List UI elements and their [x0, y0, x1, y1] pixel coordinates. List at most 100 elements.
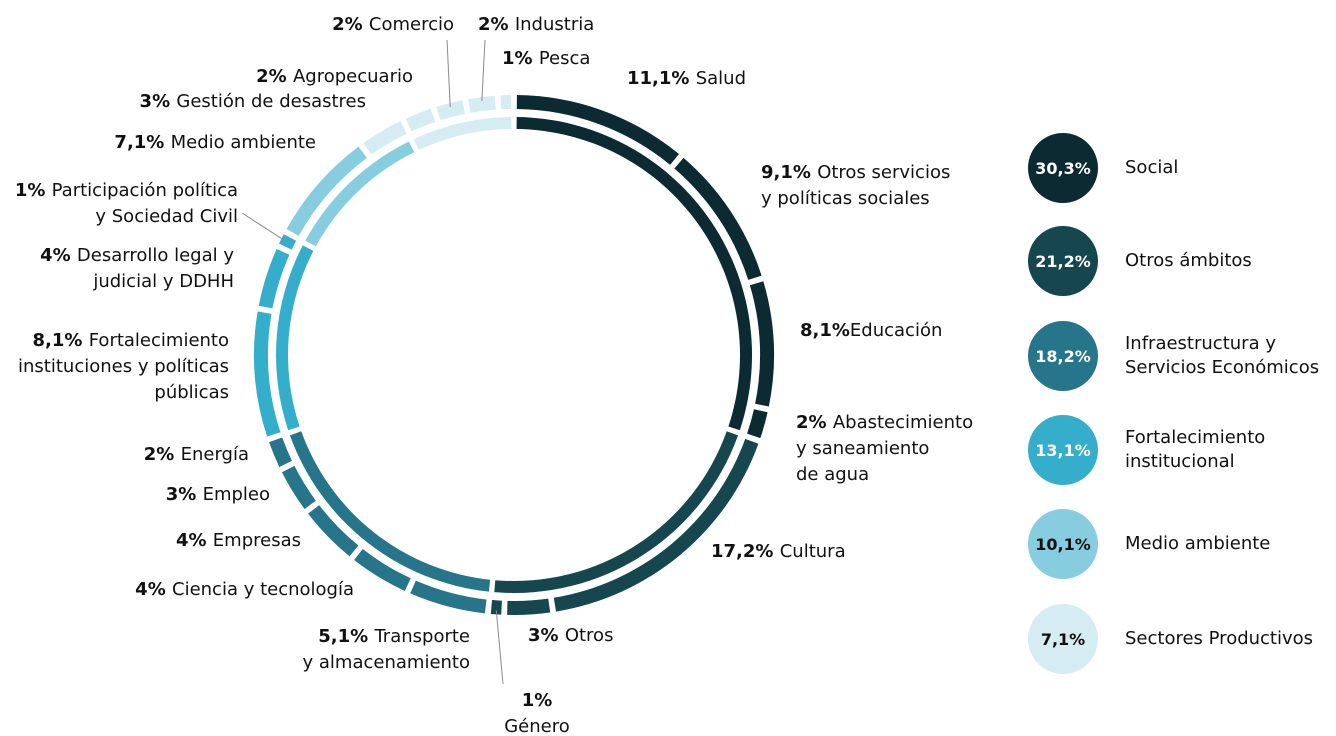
slice-label: 3% Empleo — [166, 484, 270, 505]
slice-pct: 2% — [256, 66, 293, 87]
outer-ring-slice — [436, 100, 466, 121]
slice-name-line: públicas — [154, 382, 229, 403]
slice-name: Cultura — [780, 541, 846, 562]
outer-ring-slice — [354, 548, 411, 591]
slice-label: 11,1% Salud — [627, 68, 746, 89]
legend-label: Fortalecimiento institucional — [1125, 427, 1266, 472]
outer-ring-slice — [490, 600, 502, 615]
slice-pct: 2% — [332, 14, 369, 35]
inner-ring-slice — [413, 117, 512, 151]
slice-name: Otros — [565, 625, 614, 646]
slice-name-line: judicial y DDHH — [92, 271, 234, 292]
legend-item-sectores-productivos: 7,1% Sectores Productivos — [1028, 604, 1336, 684]
slice-name-line: de agua — [796, 464, 869, 485]
outer-ring-slice — [500, 95, 512, 110]
slice-name: Gestión de desastres — [176, 91, 366, 112]
slice-name: Ciencia y tecnología — [172, 579, 354, 600]
legend-item-medio-ambiente: 10,1% Medio ambiente — [1028, 509, 1336, 589]
slice-pct: 4% — [40, 245, 77, 266]
slice-pct: 1% — [502, 48, 539, 69]
slice-pct: 5,1% — [318, 626, 374, 647]
slice-name-line: y saneamiento — [796, 438, 929, 459]
slice-label: 8,1% Fortalecimiento instituciones y polí… — [18, 330, 229, 403]
outer-ring-slice — [269, 437, 292, 467]
outer-ring-slice — [308, 505, 359, 557]
leader-line — [446, 39, 451, 108]
slice-name: Otros servicios — [817, 162, 950, 183]
legend-label: Otros ámbitos — [1125, 250, 1252, 271]
leader-line — [241, 212, 286, 242]
slice-pct: 2% — [796, 412, 833, 433]
slice-name-line: y políticas sociales — [761, 188, 930, 209]
slice-pct: 2% — [478, 14, 515, 35]
slice-label: 2% Abastecimiento y saneamiento de agua — [796, 412, 973, 485]
leader-line — [481, 39, 486, 102]
slice-name: Desarrollo legal y — [77, 245, 234, 266]
slice-label: 2% Agropecuario — [256, 66, 413, 87]
legend-label: Sectores Productivos — [1125, 628, 1314, 649]
outer-ring-slice — [516, 95, 679, 165]
outer-ring-slice — [410, 580, 487, 614]
slice-label: 7,1% Medio ambiente — [114, 132, 316, 153]
inner-ring-slice — [305, 141, 415, 247]
inner-ring-slice — [494, 431, 739, 594]
slice-name: Fortalecimiento — [89, 330, 229, 351]
slice-name: Salud — [696, 68, 746, 89]
slice-pct: 4% — [176, 530, 213, 551]
slice-name: Medio ambiente — [171, 132, 316, 153]
legend-swatch: 18,2% — [1028, 321, 1098, 391]
outer-ring-slice — [553, 438, 759, 612]
legend-label: Social — [1125, 157, 1179, 178]
slice-pct: 11,1% — [627, 68, 696, 89]
slice-label: 1% Participación política y Sociedad Civi… — [15, 180, 238, 227]
outer-ring-slice — [281, 465, 316, 510]
slice-pct: 1% — [522, 690, 553, 711]
slice-label: 2% Industria — [478, 14, 594, 35]
slice-label: 17,2% Cultura — [711, 541, 846, 562]
slice-name: Empleo — [203, 484, 270, 505]
slice-name: Energía — [181, 444, 249, 465]
legend-item-infraestructura: 18,2% Infraestructura y Servicios Económ… — [1028, 321, 1336, 401]
slice-name: Transporte — [373, 626, 470, 647]
outer-ring-slice — [279, 234, 297, 250]
outer-ring-slice — [507, 598, 551, 615]
slice-label: 2% Comercio — [332, 14, 454, 35]
legend-swatch: 7,1% — [1028, 604, 1098, 674]
slice-label: 4% Ciencia y tecnología — [135, 579, 354, 600]
slice-pct: 4% — [135, 579, 172, 600]
outer-ring-slice — [749, 281, 774, 407]
slice-name: Abastecimiento — [833, 412, 973, 433]
slice-pct: 2% — [144, 444, 181, 465]
slice-name: Agropecuario — [293, 66, 413, 87]
slice-pct: 7,1% — [114, 132, 170, 153]
slice-pct: 17,2% — [711, 541, 780, 562]
outer-ring-slice — [674, 157, 762, 280]
slice-name-line: instituciones y políticas — [18, 356, 229, 377]
slice-name: Empresas — [213, 530, 301, 551]
slice-pct: 8,1% — [800, 320, 850, 341]
legend-item-social: 30,3% Social — [1028, 133, 1336, 213]
outer-ring-slice — [286, 146, 367, 236]
outer-ring-slice — [254, 311, 281, 437]
legend-swatch: 21,2% — [1028, 226, 1098, 296]
slice-name: Pesca — [539, 48, 591, 69]
slice-label: 4% Empresas — [176, 530, 301, 551]
slice-label: 3% Otros — [528, 625, 613, 646]
slice-name: Comercio — [369, 14, 454, 35]
slice-name: Industria — [515, 14, 594, 35]
slice-name: Educación — [850, 320, 942, 341]
outer-ring-slice — [258, 249, 290, 309]
slice-pct: 3% — [166, 484, 203, 505]
slice-label: 4% Desarrollo legal y judicial y DDHH — [40, 245, 234, 292]
legend-label: Infraestructura y Servicios Económicos — [1125, 333, 1320, 378]
slice-label: 2% Energía — [144, 444, 249, 465]
outer-ring-slice — [363, 121, 407, 155]
slice-label: 1% Género — [504, 690, 570, 736]
inner-ring-slice — [276, 245, 314, 431]
legend-swatch: 13,1% — [1028, 415, 1098, 485]
outer-ring-slice — [405, 108, 436, 132]
slice-label: 8,1%Educación — [800, 320, 942, 341]
donut-chart: 11,1% Salud 9,1% Otros servicios y polític… — [15, 14, 973, 736]
slice-label: 5,1% Transporte y almacenamiento — [303, 626, 470, 673]
inner-ring-slice — [516, 117, 753, 431]
